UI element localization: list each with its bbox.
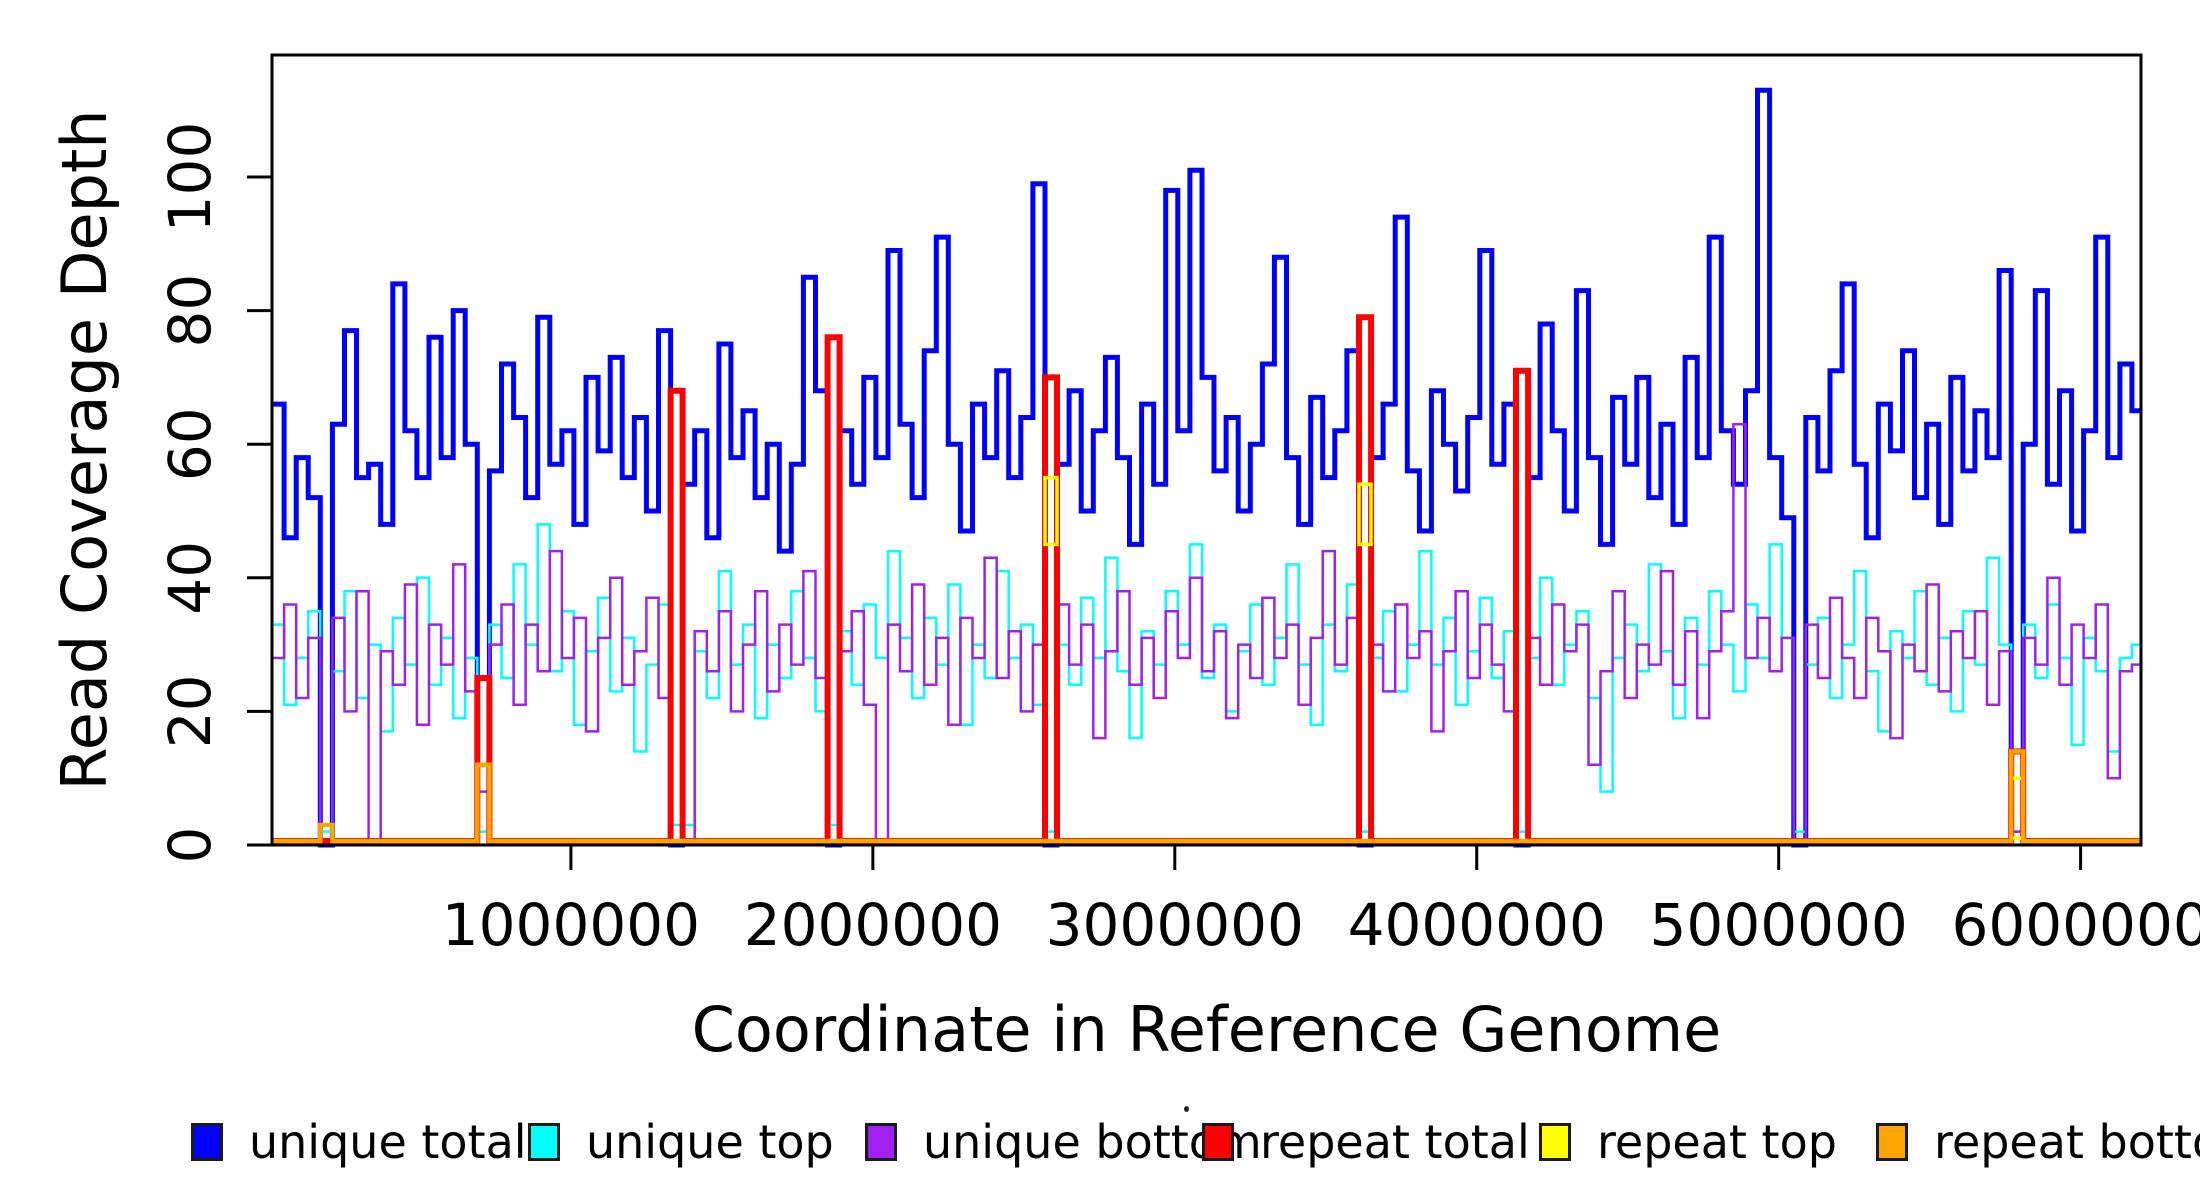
axis-layer: 1000000 2000000 3000000 4000000 5000000 60000… [156,53,2200,959]
legend-swatch-unique-top [528,1123,560,1161]
legend-swatch-repeat-top [1539,1123,1571,1161]
y-tick-label: 40 [156,541,224,615]
x-tick-label: 4000000 [1348,891,1606,959]
legend-item-unique-top: unique top [528,1115,834,1169]
x-tick-label: 3000000 [1046,891,1304,959]
plot-border [270,53,2143,847]
x-tick-label: 5000000 [1650,891,1908,959]
y-tick-label: 100 [156,122,224,233]
x-axis-title: Coordinate in Reference Genome [691,993,1722,1066]
series-repeat-bottom [272,749,2141,844]
legend-item-unique-total: unique total [191,1115,527,1169]
y-tick-label: 80 [156,274,224,348]
series-unique-bottom [272,422,2141,847]
x-tick-label: 6000000 [1951,891,2200,959]
legend-item-repeat-top: repeat top [1539,1115,1837,1169]
series-repeat-total [272,314,2141,844]
x-tick-label: 1000000 [442,891,700,959]
legend-swatch-unique-bottom [865,1123,897,1161]
y-axis-title: Read Coverage Depth [48,109,121,791]
legend-label: repeat top [1597,1115,1837,1169]
legend-swatch-repeat-total [1202,1123,1234,1161]
series-unique-top [272,523,2141,833]
y-tick-label: 60 [156,407,224,481]
legend-label: unique total [249,1115,527,1169]
legend-item-repeat-total: repeat total [1202,1115,1530,1169]
legend-swatch-unique-total [191,1123,223,1161]
x-tick-label: 2000000 [744,891,1002,959]
y-tick-label: 0 [156,827,224,864]
y-tick-label: 20 [156,674,224,748]
series-repeat-top-segment [1043,475,1059,547]
series-repeat-top-segment [1357,482,1373,547]
legend-item-repeat-bottom: repeat bottom [1876,1115,2200,1169]
series-unique-total [272,87,2141,848]
legend-swatch-repeat-bottom [1876,1123,1908,1161]
legend-label: repeat bottom [1934,1115,2200,1169]
stray-dot [1184,1106,1189,1112]
legend-label: repeat total [1260,1115,1530,1169]
series-layer [272,87,2141,848]
legend-label: unique top [586,1115,834,1169]
